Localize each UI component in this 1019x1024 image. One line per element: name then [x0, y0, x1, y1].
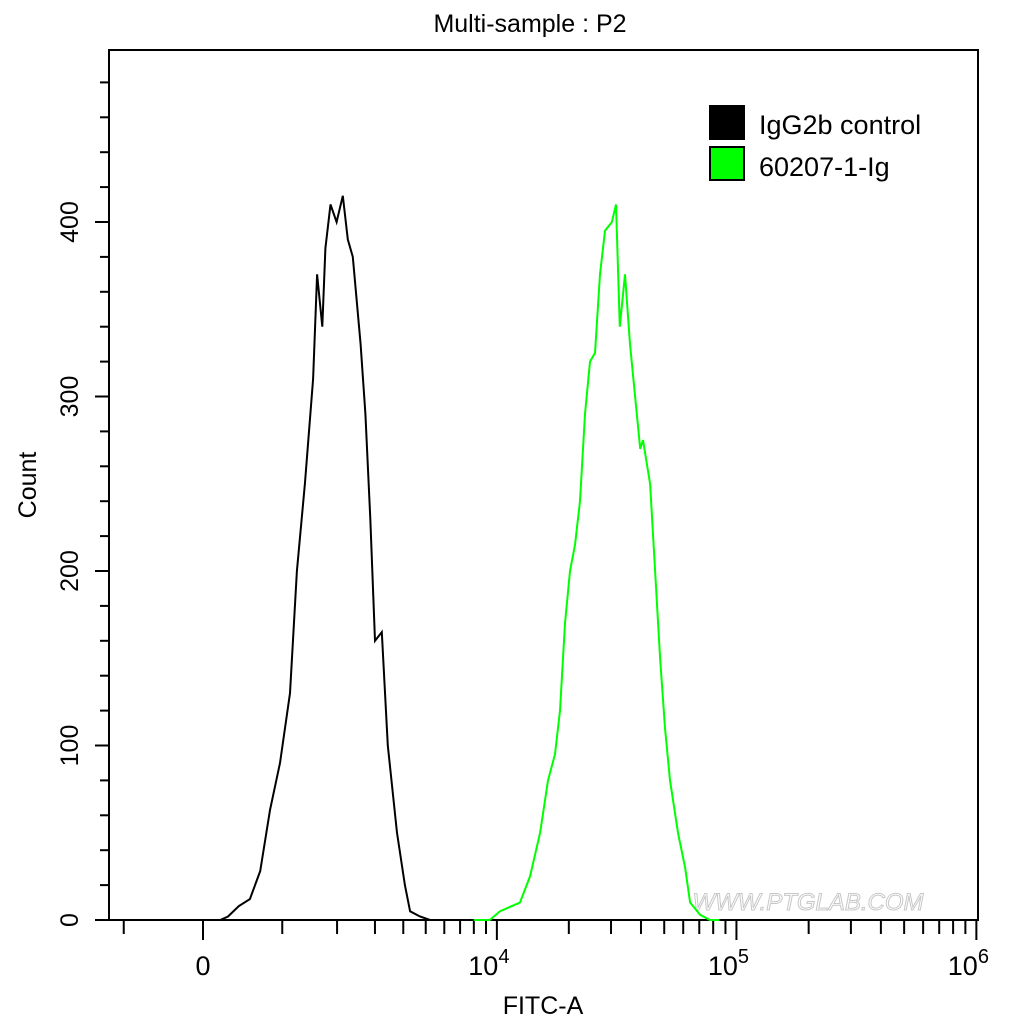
- series-line-60207-1-ig: [473, 204, 720, 921]
- y-tick-label: 200: [56, 550, 84, 592]
- x-tick-label: 105: [708, 946, 749, 981]
- watermark: WWW.PTGLAB.COM: [692, 889, 923, 916]
- y-tick-label: 300: [56, 376, 84, 418]
- series-line-igg2b-control: [203, 195, 445, 921]
- legend-label-60207-1-ig: 60207-1-Ig: [759, 152, 890, 182]
- legend-swatch-igg2b-control: [709, 105, 745, 140]
- x-tick-label: 104: [468, 946, 509, 981]
- plot-frame: [108, 49, 979, 921]
- x-tick-label: 106: [948, 946, 989, 981]
- y-tick-label: 100: [56, 725, 84, 767]
- chart-title: Multi-sample : P2: [433, 10, 626, 38]
- y-tick-label: 400: [56, 201, 84, 243]
- legend-swatch-60207-1-ig: [709, 146, 745, 181]
- legend-label-igg2b-control: IgG2b control: [759, 110, 921, 140]
- legend: IgG2b control 60207-1-Ig: [709, 105, 921, 182]
- x-tick-label: 0: [195, 951, 210, 981]
- x-axis-label: FITC-A: [503, 992, 584, 1020]
- y-axis-label: Count: [14, 452, 42, 519]
- y-tick-label: 0: [56, 913, 84, 927]
